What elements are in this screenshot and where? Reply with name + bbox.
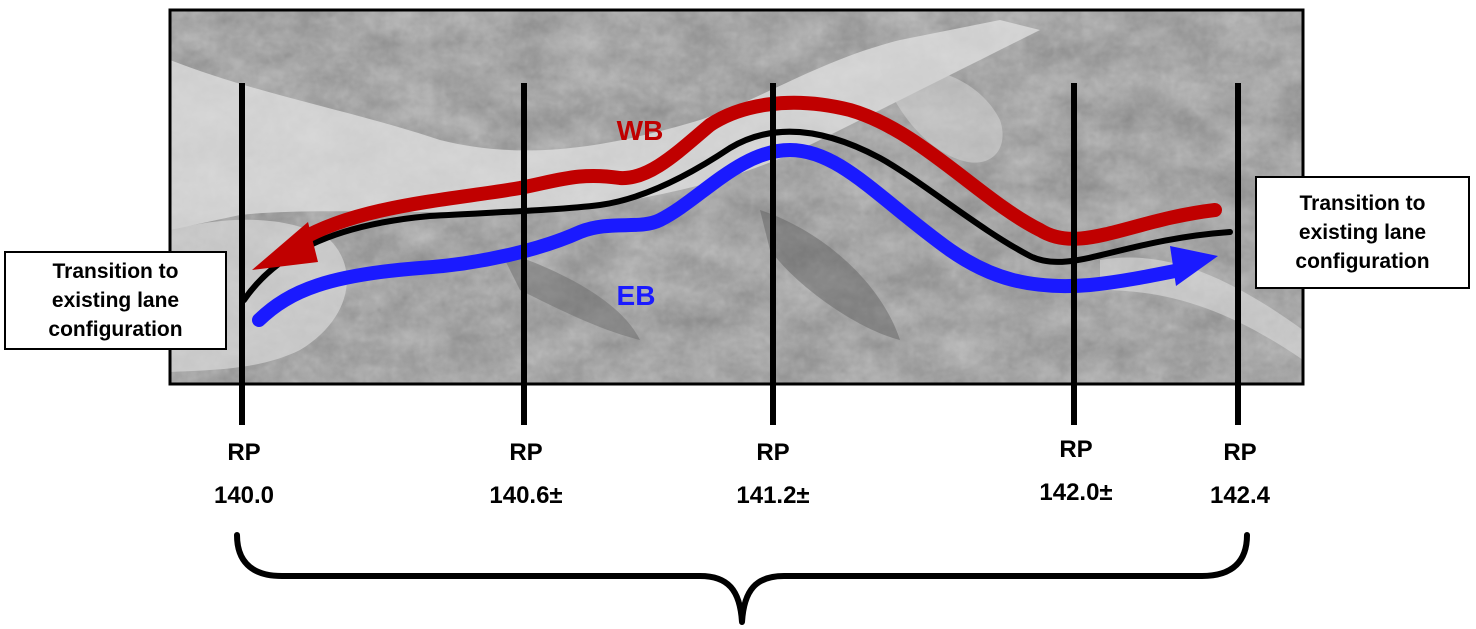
eastbound-label: EB: [617, 280, 656, 311]
rp-1-value: 140.0: [214, 482, 274, 509]
east-transition-text: Transition to existing lane configuratio…: [1295, 192, 1430, 273]
reference-point-markers: [239, 83, 1241, 425]
rp-2-prefix: RP: [509, 439, 542, 466]
highway-centerline: [241, 128, 1233, 303]
westbound-lane-path: [293, 95, 1222, 247]
aerial-photo: [170, 10, 1303, 384]
westbound-arrow-icon: [252, 222, 318, 270]
reference-point-labels: RP 140.0 RP 140.6± RP 141.2± RP 142.0± R…: [214, 436, 1271, 509]
rp-4-value: 142.0±: [1039, 479, 1112, 506]
rp-5-value: 142.4: [1210, 482, 1271, 509]
rp-2-value: 140.6±: [489, 482, 562, 509]
rp-1-prefix: RP: [227, 439, 260, 466]
west-transition-label: Transition to existing lane configuratio…: [4, 251, 227, 350]
project-limits-brace-icon: [234, 532, 1250, 625]
rp-3-prefix: RP: [756, 439, 789, 466]
west-transition-text: Transition to existing lane configuratio…: [48, 260, 183, 341]
eastbound-lane-path: [252, 142, 1187, 327]
rp-4-prefix: RP: [1059, 436, 1092, 463]
east-transition-label: Transition to existing lane configuratio…: [1255, 176, 1470, 289]
rp-3-value: 141.2±: [736, 482, 809, 509]
eastbound-arrow-icon: [1170, 246, 1218, 286]
rp-5-prefix: RP: [1223, 439, 1256, 466]
westbound-label: WB: [617, 115, 664, 146]
